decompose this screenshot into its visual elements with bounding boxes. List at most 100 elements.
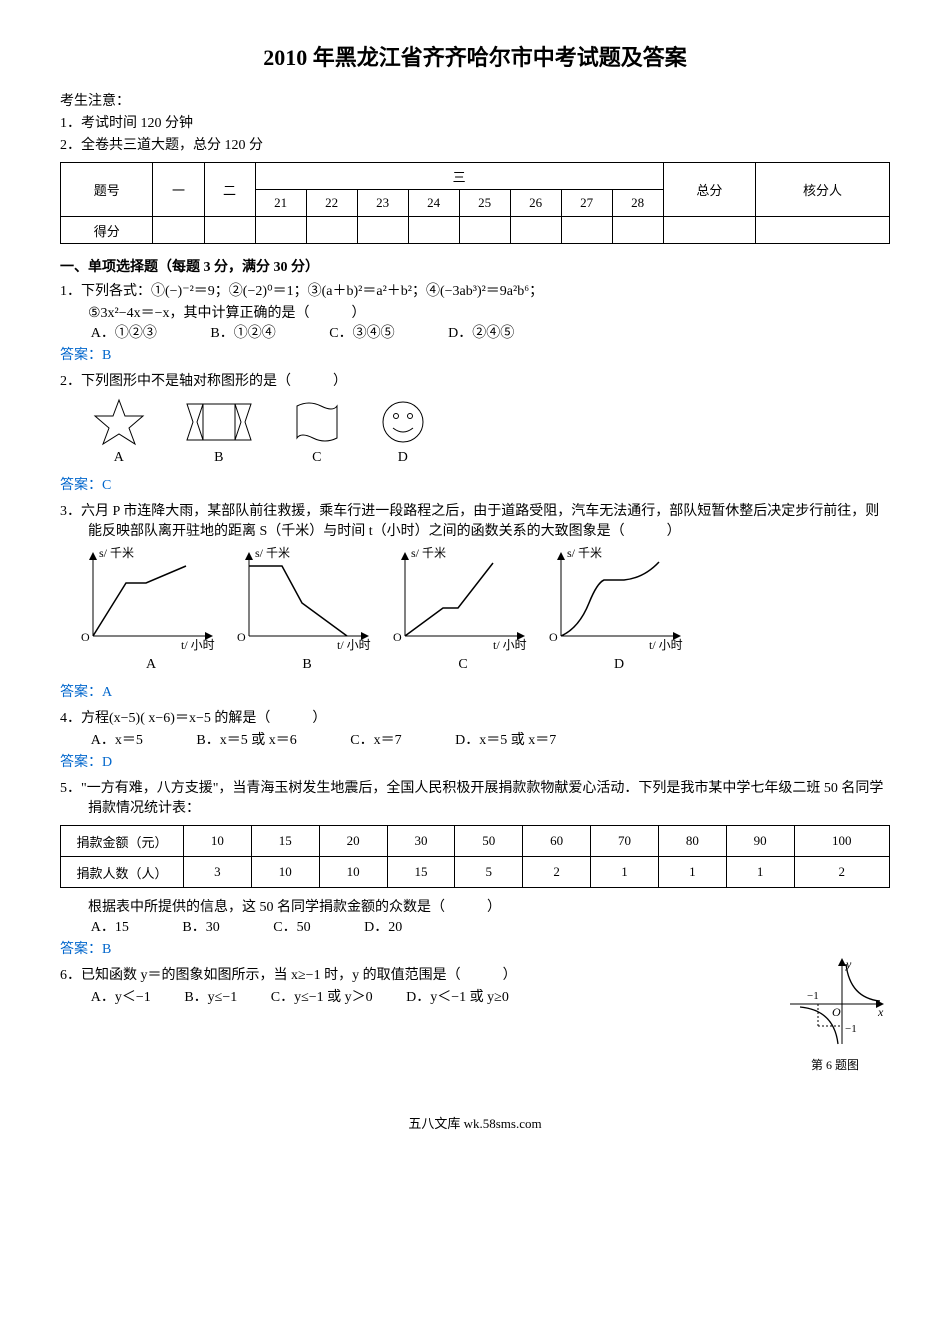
q3-charts: s/ 千米 O t/ 小时 A s/ 千米 O t/ 小时 B s/ 千米 (60, 548, 890, 673)
q5-answer: 答案：B (60, 938, 890, 958)
q2-answer: 答案：C (60, 474, 890, 494)
cell-25: 25 (459, 190, 510, 217)
q4-text: 方程(x−5)( x−6)＝x−5 的解是（ ） (81, 711, 326, 726)
cell-28: 28 (612, 190, 663, 217)
x-axis-label: t/ 小时 (649, 636, 683, 653)
cell-score-label: 得分 (61, 217, 153, 244)
q6-opt-c: C．y≤−1 或 y＞0 (271, 986, 373, 1006)
q2-shape-c: C (291, 398, 343, 466)
q4-num: 4． (60, 711, 81, 726)
smiley-icon (379, 398, 427, 446)
table-row: 捐款金额（元） 10 15 20 30 50 60 70 80 90 100 (61, 826, 890, 857)
q1-num: 1． (60, 284, 81, 299)
cell-blank (357, 217, 408, 244)
q1-opt-a: A．①②③ (91, 322, 157, 342)
q4-opt-b: B．x＝5 或 x＝6 (196, 729, 296, 749)
chart-d-icon (549, 548, 689, 648)
cell-checker: 核分人 (756, 163, 890, 217)
cell: 90 (726, 826, 794, 857)
cell: 50 (455, 826, 523, 857)
q2-shapes: A B C D (60, 398, 890, 466)
q6-opt-a: A．y＜−1 (91, 986, 151, 1006)
q5-text: "一方有难，八方支援"，当青海玉树发生地震后，全国人民积极开展捐款款物献爱心活动… (81, 781, 883, 816)
hyperbola-icon: −1 −1 y x O (780, 954, 890, 1049)
cell: 10 (251, 857, 319, 888)
cell-blank (459, 217, 510, 244)
q3-label-a: A (81, 657, 221, 673)
cell-blank (153, 217, 204, 244)
q5-opt-d: D．20 (364, 916, 402, 936)
svg-text:−1: −1 (845, 1023, 857, 1035)
q1-opt-c: C．③④⑤ (329, 322, 394, 342)
q3-label-b: B (237, 657, 377, 673)
q3-label-c: C (393, 657, 533, 673)
cell: 100 (794, 826, 889, 857)
q1-opt-d: D．②④⑤ (448, 322, 514, 342)
y-axis-label: s/ 千米 (411, 544, 446, 561)
cell: 1 (591, 857, 659, 888)
x-axis-label: t/ 小时 (493, 636, 527, 653)
cell: 15 (387, 857, 455, 888)
question-5: 5．"一方有难，八方支援"，当青海玉树发生地震后，全国人民积极开展捐款款物献爱心… (60, 777, 890, 817)
cell-blank (510, 217, 561, 244)
x-axis-label: t/ 小时 (337, 636, 371, 653)
cell: 10 (184, 826, 252, 857)
q2-shape-a: A (91, 398, 147, 466)
question-4: 4．方程(x−5)( x−6)＝x−5 的解是（ ） (60, 707, 890, 727)
y-axis-label: s/ 千米 (255, 544, 290, 561)
q5-opt-b: B．30 (182, 916, 219, 936)
cell: 1 (658, 857, 726, 888)
q2-label-b: B (183, 450, 255, 466)
cell-26: 26 (510, 190, 561, 217)
svg-text:−1: −1 (807, 990, 819, 1002)
cell-23: 23 (357, 190, 408, 217)
cell: 70 (591, 826, 659, 857)
page-title: 2010 年黑龙江省齐齐哈尔市中考试题及答案 (60, 40, 890, 72)
q1-opt-b: B．①②④ (210, 322, 275, 342)
cell-blank (612, 217, 663, 244)
notice-line-1: 1．考试时间 120 分钟 (60, 112, 890, 132)
cell: 10 (319, 857, 387, 888)
y-axis-label: s/ 千米 (567, 544, 602, 561)
cell: 15 (251, 826, 319, 857)
q3-answer: 答案：A (60, 681, 890, 701)
q4-opt-a: A．x＝5 (91, 729, 143, 749)
q2-text: 下列图形中不是轴对称图形的是（ ） (81, 374, 347, 389)
cell: 5 (455, 857, 523, 888)
cell-blank (204, 217, 255, 244)
cell-blank (663, 217, 755, 244)
cell-amount-label: 捐款金额（元） (61, 826, 184, 857)
q5-opt-a: A．15 (91, 916, 129, 936)
cell: 60 (523, 826, 591, 857)
origin-label: O (832, 1005, 841, 1019)
x-axis-label: t/ 小时 (181, 636, 215, 653)
q1-answer: 答案：B (60, 344, 890, 364)
q2-label-a: A (91, 450, 147, 466)
star-icon (91, 398, 147, 446)
cell-21: 21 (255, 190, 306, 217)
origin-label: O (393, 630, 402, 645)
notice-header: 考生注意： (60, 90, 890, 110)
cell-total: 总分 (663, 163, 755, 217)
q1-text: 下列各式：①(−)⁻²＝9；②(−2)⁰＝1；③(a＋b)²＝a²＋b²；④(−… (81, 284, 543, 299)
cell-blank (306, 217, 357, 244)
table-row: 题号 一 二 三 总分 核分人 (61, 163, 890, 190)
cell-27: 27 (561, 190, 612, 217)
cell-qnum: 题号 (61, 163, 153, 217)
cell-count-label: 捐款人数（人） (61, 857, 184, 888)
cell: 30 (387, 826, 455, 857)
cell-blank (561, 217, 612, 244)
cell-blank (408, 217, 459, 244)
q3-chart-c: s/ 千米 O t/ 小时 C (393, 548, 533, 673)
q3-chart-d: s/ 千米 O t/ 小时 D (549, 548, 689, 673)
chart-c-icon (393, 548, 533, 648)
q6-fig-caption: 第 6 题图 (780, 1056, 890, 1073)
q3-chart-a: s/ 千米 O t/ 小时 A (81, 548, 221, 673)
chart-a-icon (81, 548, 221, 648)
q6-text: 已知函数 y＝的图象如图所示，当 x≥−1 时，y 的取值范围是（ ） (81, 968, 517, 983)
origin-label: O (81, 630, 90, 645)
q3-label-d: D (549, 657, 689, 673)
cell-s3: 三 (255, 163, 663, 190)
cell-blank (756, 217, 890, 244)
q2-num: 2． (60, 374, 81, 389)
